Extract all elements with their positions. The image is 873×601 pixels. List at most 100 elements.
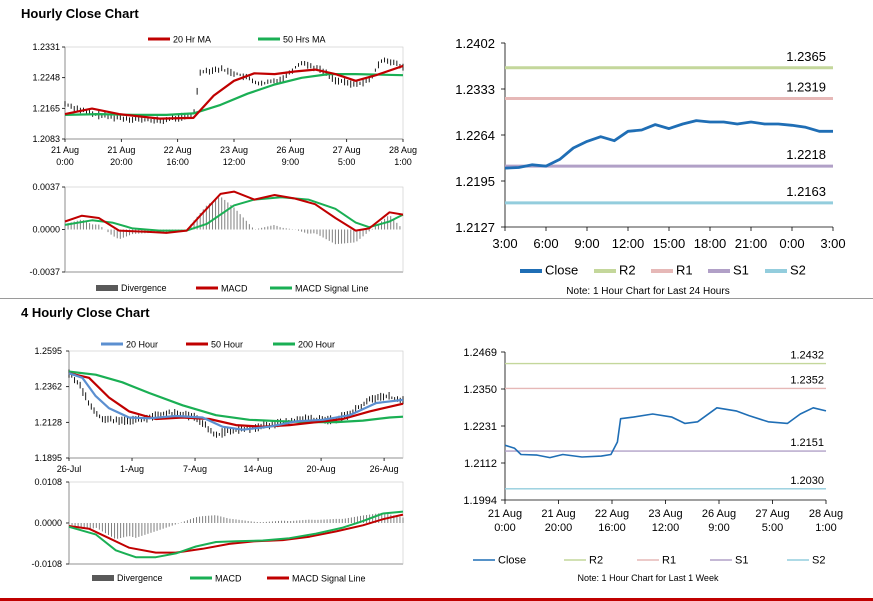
pivot24-close-line <box>504 119 833 170</box>
four-hourly-ma50-line <box>68 372 404 428</box>
four-hourly-price-y-tick-label: 1.2595 <box>34 346 62 356</box>
four-hourly-legend-signal-label: MACD Signal Line <box>292 574 366 584</box>
four-hourly-macd-y-tick-label: 0.0000 <box>34 518 62 528</box>
four-hourly-ma200-line <box>68 370 404 424</box>
pivotwk-x-tick-label: 26 Aug <box>702 508 736 520</box>
pivotwk-y-tick-label: 1.2231 <box>463 421 497 433</box>
four-hourly-x-tick-label: 20-Aug <box>307 464 336 474</box>
hourly-x-tick-label: 20:00 <box>110 157 133 167</box>
pivotwk-x-tick-label: 5:00 <box>762 522 783 534</box>
pivot24-s2-value: 1.2163 <box>786 184 826 199</box>
pivot24-note: Note: 1 Hour Chart for Last 24 Hours <box>566 286 729 297</box>
four-hourly-legend-200-label: 200 Hour <box>298 340 335 350</box>
four-hourly-x-tick-label: 1-Aug <box>120 464 144 474</box>
pivot24-y-tick-label: 1.2264 <box>455 128 495 143</box>
pivot24-x-tick-label: 0:00 <box>779 236 804 251</box>
pivotwk-s1-value: 1.2151 <box>790 437 824 449</box>
hourly-price-y-tick-label: 1.2165 <box>32 103 60 113</box>
hourly-x-tick-label: 1:00 <box>394 157 412 167</box>
hourly-x-tick-label: 21 Aug <box>51 145 79 155</box>
pivotwk-x-tick-label: 9:00 <box>708 522 729 534</box>
pivotwk-legend-close-label: Close <box>498 555 526 567</box>
pivot24-x-tick-label: 12:00 <box>612 236 645 251</box>
four-hourly-price-y-tick-label: 1.1895 <box>34 453 62 463</box>
hourly-x-tick-label: 12:00 <box>223 157 246 167</box>
hourly-legend-macd-label: MACD <box>221 284 248 294</box>
pivotwk-legend-r2-label: R2 <box>589 555 603 567</box>
pivotwk-y-tick-label: 1.2350 <box>463 384 497 396</box>
hourly-macd-y-tick-label: 0.0000 <box>32 225 60 235</box>
pivotwk-x-tick-label: 21 Aug <box>541 508 575 520</box>
four-hourly-legend-50-label: 50 Hour <box>211 340 243 350</box>
hourly-price-frame <box>64 46 404 140</box>
hourly-price-y-tick-label: 1.2083 <box>32 134 60 144</box>
pivot24-r1-value: 1.2319 <box>786 80 826 95</box>
four-hourly-macd-y-tick-label: 0.0108 <box>34 477 62 487</box>
pivot24-legend-close-label: Close <box>545 263 578 278</box>
pivotwk-r2-value: 1.2432 <box>790 350 824 362</box>
four-hourly-macd-line <box>68 510 404 559</box>
pivot24-legend-r1-label: R1 <box>676 263 693 278</box>
hourly-x-tick-label: 28 Aug <box>389 145 417 155</box>
pivotwk-s2-value: 1.2030 <box>790 475 824 487</box>
pivotwk-legend-s2-label: S2 <box>812 555 825 567</box>
section-divider <box>0 298 873 299</box>
hourly-legend-divergence-swatch <box>96 285 118 291</box>
pivot24-legend-r2-label: R2 <box>619 263 636 278</box>
pivot24-r2-value: 1.2365 <box>786 49 826 64</box>
four-hourly-signal-line <box>68 513 404 554</box>
pivotwk-x-tick-label: 0:00 <box>494 522 515 534</box>
pivot24-y-tick-label: 1.2333 <box>455 82 495 97</box>
hourly-macd-signal-line <box>64 196 404 232</box>
pivotwk-x-tick-label: 27 Aug <box>755 508 789 520</box>
hourly-macd-y-tick-label: -0.0037 <box>29 267 60 277</box>
four-hourly-legend-divergence-label: Divergence <box>117 573 163 583</box>
four-hourly-legend-20-label: 20 Hour <box>126 340 158 350</box>
pivot24-y-tick-label: 1.2195 <box>455 174 495 189</box>
four-hourly-macd-y-tick-label: -0.0108 <box>31 559 62 569</box>
hourly-x-tick-label: 22 Aug <box>164 145 192 155</box>
pivotwk-x-tick-label: 23 Aug <box>648 508 682 520</box>
pivotwk-y-tick-label: 1.2469 <box>463 347 497 359</box>
pivot24-y-tick-label: 1.2127 <box>455 220 495 235</box>
four-hourly-price-y-tick-label: 1.2362 <box>34 382 62 392</box>
pivot24-s1-value: 1.2218 <box>786 147 826 162</box>
pivotwk-y-tick-label: 1.1994 <box>463 495 497 507</box>
pivot24-legend-s1-label: S1 <box>733 263 749 278</box>
four-hourly-x-tick-label: 7-Aug <box>183 464 207 474</box>
hourly-x-tick-label: 27 Aug <box>333 145 361 155</box>
pivotwk-x-tick-label: 28 Aug <box>809 508 843 520</box>
pivot24-x-tick-label: 6:00 <box>533 236 558 251</box>
pivotwk-r1-value: 1.2352 <box>790 374 824 386</box>
pivotwk-y-tick-label: 1.2112 <box>464 458 497 470</box>
pivotwk-legend-r1-label: R1 <box>662 555 676 567</box>
hourly-x-tick-label: 26 Aug <box>276 145 304 155</box>
pivotwk-note: Note: 1 Hour Chart for Last 1 Week <box>578 573 719 583</box>
hourly-x-tick-label: 16:00 <box>166 157 189 167</box>
pivotwk-x-tick-label: 16:00 <box>598 522 626 534</box>
pivot24-x-tick-label: 21:00 <box>735 236 768 251</box>
hourly-section-title: Hourly Close Chart <box>21 6 139 21</box>
pivot24-x-tick-label: 18:00 <box>694 236 727 251</box>
pivot24-x-tick-label: 9:00 <box>574 236 599 251</box>
pivotwk-x-tick-label: 12:00 <box>652 522 680 534</box>
pivotwk-close-line <box>504 407 827 459</box>
pivotwk-x-tick-label: 20:00 <box>545 522 573 534</box>
hourly-x-tick-label: 9:00 <box>282 157 300 167</box>
hourly-legend-ma50-label: 50 Hrs MA <box>283 35 326 45</box>
four-hourly-price-y-tick-label: 1.2128 <box>34 417 62 427</box>
hourly-legend-divergence-label: Divergence <box>121 283 167 293</box>
hourly-legend-signal-label: MACD Signal Line <box>295 284 369 294</box>
hourly-ma20-line <box>64 64 404 120</box>
four-hourly-x-tick-label: 26-Aug <box>370 464 399 474</box>
four-hourly-section-title: 4 Hourly Close Chart <box>21 305 150 320</box>
four-hourly-legend-divergence-swatch <box>92 575 114 581</box>
pivot24-y-tick-label: 1.2402 <box>455 36 495 51</box>
hourly-legend-ma20-label: 20 Hr MA <box>173 35 211 45</box>
pivot24-x-tick-label: 15:00 <box>653 236 686 251</box>
four-hourly-legend-macd-label: MACD <box>215 574 242 584</box>
hourly-x-tick-label: 23 Aug <box>220 145 248 155</box>
hourly-price-y-tick-label: 1.2331 <box>32 42 60 52</box>
hourly-macd-line <box>64 190 404 234</box>
